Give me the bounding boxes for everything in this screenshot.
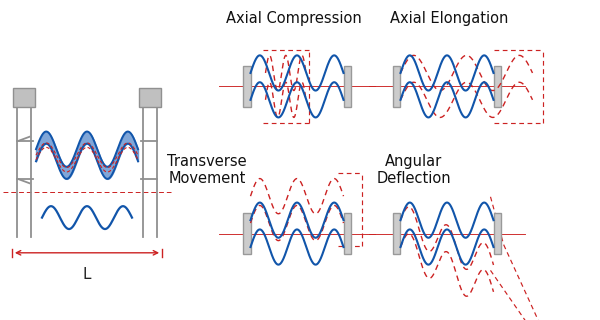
- Bar: [394, 213, 401, 254]
- Bar: [493, 213, 500, 254]
- Bar: [244, 213, 251, 254]
- Bar: [244, 66, 251, 107]
- Bar: [343, 213, 350, 254]
- Bar: [13, 88, 35, 107]
- Bar: [493, 66, 500, 107]
- Text: Angular
Deflection: Angular Deflection: [377, 154, 451, 186]
- Text: Axial Compression: Axial Compression: [226, 11, 362, 26]
- Bar: [343, 66, 350, 107]
- Bar: [139, 88, 161, 107]
- Text: Axial Elongation: Axial Elongation: [389, 11, 508, 26]
- Text: Transverse
Movement: Transverse Movement: [167, 154, 247, 186]
- Bar: [394, 66, 401, 107]
- Text: L: L: [83, 267, 91, 282]
